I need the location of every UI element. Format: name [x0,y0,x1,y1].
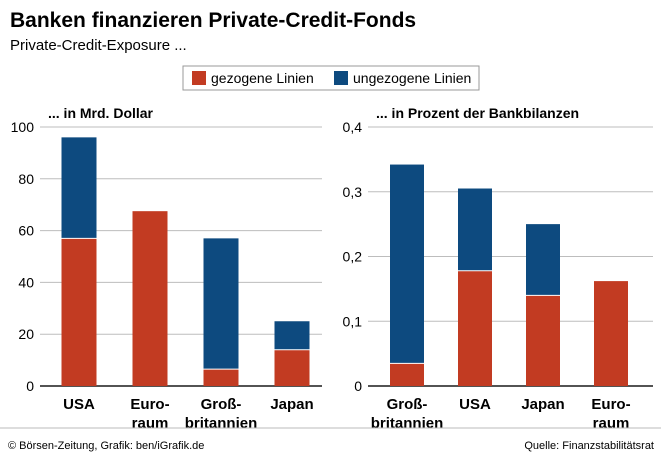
footer-source: Quelle: Finanzstabilitätsrat [524,440,654,452]
bar-gezogen [203,369,239,386]
bar-gezogen [594,281,628,386]
legend-label-ungezogen: ungezogene Linien [353,70,471,86]
bar-gezogen [526,295,560,386]
category-label: Euro- [591,396,630,413]
bar-ungezogen [390,164,424,364]
legend: gezogene Linien ungezogene Linien [182,65,480,91]
bar-ungezogen [526,224,560,296]
bar-gezogen [458,270,492,386]
y-tick-label: 60 [18,223,34,239]
bar-gezogen [274,349,310,386]
category-label: Japan [521,396,564,413]
y-tick-label: 100 [11,119,35,135]
category-label: Groß- [387,396,428,413]
bar-ungezogen [203,238,239,370]
bar-gezogen [61,238,97,386]
bar-ungezogen [274,321,310,350]
y-tick-label: 0,1 [343,313,363,329]
y-tick-label: 0 [354,378,362,394]
y-tick-label: 80 [18,171,34,187]
legend-label-gezogen: gezogene Linien [211,70,314,86]
bar-ungezogen [458,188,492,271]
y-tick-label: 0,3 [343,184,363,200]
legend-swatch-ungezogen [334,71,348,85]
category-label: britannien [371,415,444,432]
y-tick-label: 0,4 [343,119,363,135]
category-label: Japan [270,396,313,413]
y-tick-label: 20 [18,326,34,342]
category-label: Euro- [130,396,169,413]
bar-ungezogen [61,137,97,239]
bar-gezogen [132,211,168,386]
chart-title: Banken finanzieren Private-Credit-Fonds [10,9,416,32]
chart-subtitle: Private-Credit-Exposure ... [10,37,187,54]
category-label: Groß- [201,396,242,413]
category-label: USA [63,396,95,413]
category-label: USA [459,396,491,413]
category-label: raum [593,415,630,432]
panel-mrd-dollar: 0 20 40 60 80 100 USA Euro-raum Groß-britannien J… [11,119,322,432]
y-tick-label: 0,2 [343,249,363,265]
y-tick-label: 40 [18,274,34,290]
panel-title-mrd-dollar: ... in Mrd. Dollar [48,105,154,121]
legend-swatch-gezogen [192,71,206,85]
bar-gezogen [390,363,424,386]
y-tick-label: 0 [26,378,34,394]
legend-frame [182,65,480,91]
panel-title-prozent: ... in Prozent der Bankbilanzen [376,105,579,121]
category-label: britannien [185,415,258,432]
footer-credit: © Börsen-Zeitung, Grafik: ben/iGrafik.de [8,440,204,452]
category-label: raum [132,415,169,432]
panel-prozent-bankbilanzen: 0 0,1 0,2 0,3 0,4 Groß-britannien USA Japan Euro… [343,119,653,432]
